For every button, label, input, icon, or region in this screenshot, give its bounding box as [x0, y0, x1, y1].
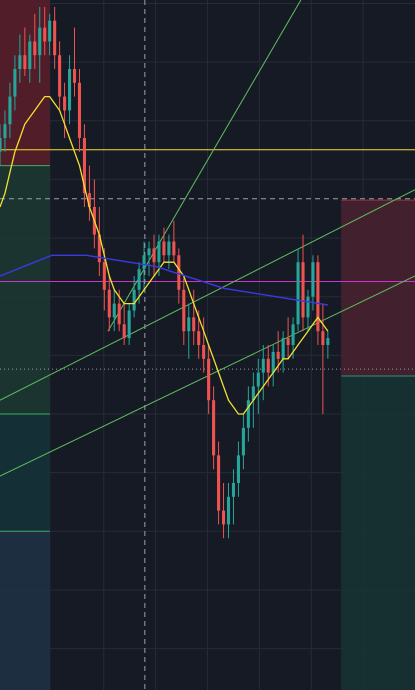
candle-body[interactable] [152, 248, 156, 263]
candle-body[interactable] [28, 41, 32, 69]
candle-body[interactable] [221, 510, 226, 525]
candle-body[interactable] [122, 324, 126, 339]
candle-body[interactable] [261, 358, 265, 373]
moving-average-short [0, 95, 329, 415]
candle-body[interactable] [296, 262, 300, 325]
candle-body[interactable] [0, 138, 2, 152]
candle-body[interactable] [63, 96, 67, 111]
trendline[interactable] [0, 189, 415, 401]
candle-body[interactable] [33, 41, 37, 56]
candle-body[interactable] [177, 255, 181, 290]
candle-body[interactable] [107, 289, 111, 318]
candle-body[interactable] [251, 386, 255, 401]
candle-body[interactable] [197, 331, 201, 345]
candle-body[interactable] [97, 234, 101, 263]
zone-left-green[interactable] [0, 165, 50, 414]
candle-body[interactable] [112, 303, 116, 318]
candle-body[interactable] [132, 289, 136, 311]
candle-body[interactable] [53, 20, 57, 56]
candle-body[interactable] [38, 27, 42, 56]
candle-body[interactable] [246, 400, 250, 428]
candle-body[interactable] [217, 455, 221, 511]
candle-body[interactable] [266, 358, 270, 373]
candle-body[interactable] [202, 345, 206, 359]
candle-body[interactable] [147, 248, 151, 256]
zone-right-red[interactable] [341, 200, 415, 377]
candle-body[interactable] [43, 27, 47, 42]
candle-body[interactable] [167, 241, 171, 256]
candle-body[interactable] [321, 331, 325, 345]
candle-body[interactable] [157, 241, 161, 263]
candle-body[interactable] [13, 69, 17, 97]
candle-body[interactable] [231, 483, 236, 497]
candle-body[interactable] [58, 55, 62, 97]
candle-body[interactable] [207, 358, 211, 401]
candle-body[interactable] [3, 124, 7, 138]
candle-body[interactable] [117, 303, 121, 325]
candle-body[interactable] [82, 138, 86, 194]
candle-body[interactable] [316, 262, 320, 332]
candle-body[interactable] [226, 496, 231, 525]
candle-body[interactable] [48, 20, 52, 42]
candle-body[interactable] [301, 262, 305, 318]
candle-body[interactable] [281, 338, 285, 359]
candle-body[interactable] [87, 193, 91, 207]
candle-body[interactable] [276, 351, 280, 359]
candle-body[interactable] [142, 255, 146, 270]
candle-body[interactable] [271, 351, 275, 373]
zone-left-upper-red[interactable] [0, 0, 50, 166]
moving-average-long [0, 254, 329, 306]
zone-right-teal[interactable] [341, 376, 415, 690]
candle-body[interactable] [187, 317, 191, 332]
candle-body[interactable] [8, 96, 12, 125]
candle-body[interactable] [291, 324, 295, 345]
candle-body[interactable] [306, 296, 310, 318]
candle-body[interactable] [212, 400, 216, 456]
candle-body[interactable] [236, 455, 240, 483]
candle-body[interactable] [311, 262, 315, 297]
candle-body[interactable] [18, 55, 22, 69]
candle-body[interactable] [326, 338, 330, 345]
candle-body[interactable] [127, 310, 131, 339]
candle-body[interactable] [77, 82, 82, 138]
candle-body[interactable] [241, 427, 245, 456]
candle-body[interactable] [23, 55, 27, 69]
candle-body[interactable] [256, 372, 260, 387]
candle-body[interactable] [182, 289, 186, 332]
candle-body[interactable] [137, 269, 141, 290]
candle-body[interactable] [72, 69, 77, 83]
candle-body[interactable] [162, 241, 166, 256]
candle-body[interactable] [192, 317, 196, 332]
zone-left-blue[interactable] [0, 531, 50, 690]
candle-body[interactable] [68, 69, 72, 111]
candle-body[interactable] [102, 262, 106, 290]
candle-body[interactable] [172, 241, 176, 256]
candle-body[interactable] [286, 338, 290, 345]
